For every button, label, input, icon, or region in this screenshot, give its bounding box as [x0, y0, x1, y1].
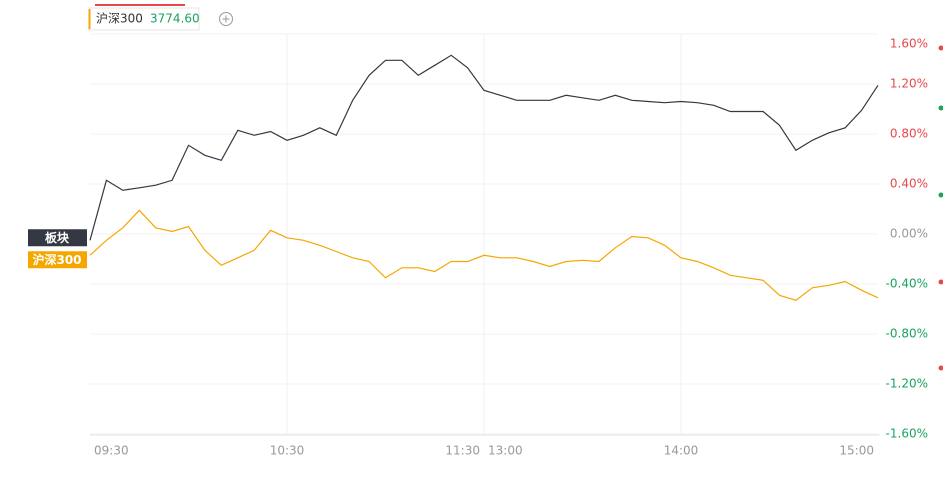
series-line [89, 209, 879, 301]
x-tick-label: 15:00 [839, 444, 874, 458]
y-tick-label: -1.60% [886, 427, 928, 441]
y-tick-label: 0.00% [890, 227, 928, 241]
add-button[interactable] [219, 12, 233, 26]
y-tick-label: 1.20% [890, 77, 928, 91]
edge-dot [938, 105, 943, 111]
x-tick-label: 13:00 [488, 444, 523, 458]
x-tick-label: 10:30 [270, 444, 305, 458]
y-tick-label: -0.80% [886, 327, 928, 341]
add-icon [222, 15, 230, 23]
x-tick-label: 11:30 [445, 444, 480, 458]
x-tick-label: 09:30 [94, 444, 129, 458]
series-tag [28, 251, 87, 269]
edge-dot [938, 365, 943, 371]
header-price: 3774.60 [150, 12, 200, 26]
edge-dot [938, 279, 943, 285]
y-tick-label: 1.60% [890, 37, 928, 51]
edge-dot [938, 45, 943, 51]
header-name: 沪深300 [96, 12, 143, 26]
y-tick-label: -0.40% [886, 277, 928, 291]
series-tag-label: 沪深300 [32, 252, 81, 267]
y-tick-label: 0.40% [890, 177, 928, 191]
series-tag [28, 229, 87, 247]
series-tag-label: 板块 [45, 230, 70, 245]
series-line [89, 54, 879, 241]
edge-dot [938, 192, 943, 198]
y-tick-label: -1.20% [886, 377, 928, 391]
y-tick-label: 0.80% [890, 127, 928, 141]
x-tick-label: 14:00 [664, 444, 699, 458]
